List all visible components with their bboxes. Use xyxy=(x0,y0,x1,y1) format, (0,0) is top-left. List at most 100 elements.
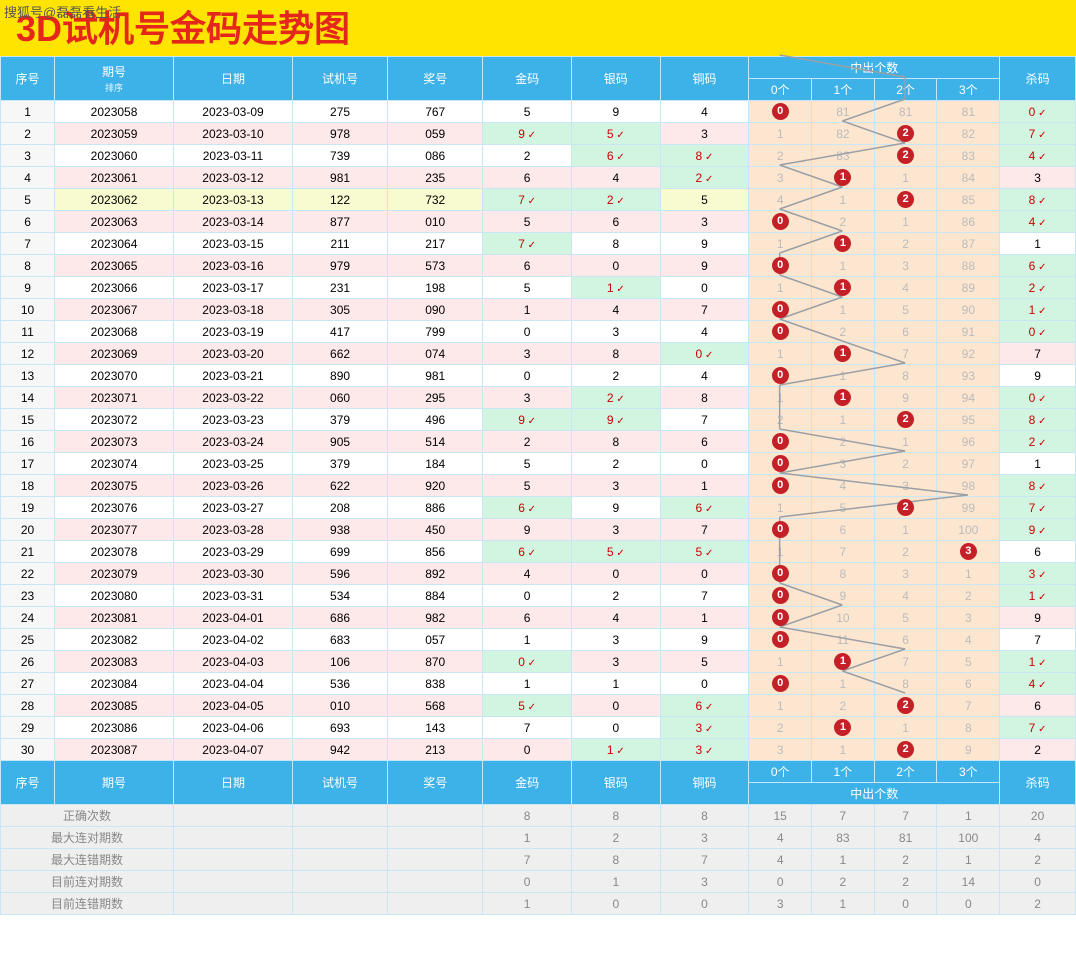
cell-test: 877 xyxy=(292,211,387,233)
cell-prize: 982 xyxy=(388,607,483,629)
cell-bronze: 8 xyxy=(660,145,749,167)
cell-count-3: 7 xyxy=(937,695,1000,717)
th-gold[interactable]: 金码 xyxy=(483,57,572,101)
cell-count-1: 1 xyxy=(812,365,875,387)
cell-kill: 2 xyxy=(1000,277,1076,299)
cell-gold: 2 xyxy=(483,431,572,453)
th-kill[interactable]: 杀码 xyxy=(1000,57,1076,101)
cell-date: 2023-03-27 xyxy=(174,497,293,519)
cell-count-1: 3 xyxy=(812,453,875,475)
stat-label: 正确次数 xyxy=(1,805,174,827)
cell-count-1: 1 xyxy=(812,673,875,695)
cell-kill: 3 xyxy=(1000,167,1076,189)
cell-count-1: 2 xyxy=(812,431,875,453)
cell-count-0: 1 xyxy=(749,233,812,255)
cell-idx: 15 xyxy=(1,409,55,431)
cell-prize: 143 xyxy=(388,717,483,739)
cell-idx: 19 xyxy=(1,497,55,519)
cell-count-1: 83 xyxy=(812,145,875,167)
stat-cell: 0 xyxy=(483,871,572,893)
cell-count-2: 2 xyxy=(874,453,937,475)
cell-prize: 198 xyxy=(388,277,483,299)
stat-cell xyxy=(292,849,387,871)
cell-count-1: 1 xyxy=(812,299,875,321)
cell-idx: 28 xyxy=(1,695,55,717)
cell-count-0: 0 xyxy=(749,563,812,585)
cell-count-3: 4 xyxy=(937,629,1000,651)
count-ball: 2 xyxy=(897,741,914,758)
th-c2[interactable]: 2个 xyxy=(874,79,937,101)
stat-cell: 0 xyxy=(571,893,660,915)
count-ball: 1 xyxy=(834,345,851,362)
table-row: 1920230762023-03-27208886696152997 xyxy=(1,497,1076,519)
stat-row: 目前连错期数10031002 xyxy=(1,893,1076,915)
cell-prize: 514 xyxy=(388,431,483,453)
cell-date: 2023-03-19 xyxy=(174,321,293,343)
cell-kill: 9 xyxy=(1000,607,1076,629)
sort-icon[interactable]: 排序 xyxy=(105,83,123,93)
th-bronze[interactable]: 铜码 xyxy=(660,57,749,101)
cell-prize: 184 xyxy=(388,453,483,475)
cell-count-0: 2 xyxy=(749,409,812,431)
stat-row: 目前连对期数013022140 xyxy=(1,871,1076,893)
th-c1[interactable]: 1个 xyxy=(812,79,875,101)
stat-cell: 7 xyxy=(483,849,572,871)
cell-date: 2023-04-04 xyxy=(174,673,293,695)
cell-period: 2023070 xyxy=(55,365,174,387)
table-row: 1220230692023-03-20662074380117927 xyxy=(1,343,1076,365)
stat-cell: 3 xyxy=(749,893,812,915)
cell-prize: 086 xyxy=(388,145,483,167)
cell-gold: 9 xyxy=(483,409,572,431)
th-c3[interactable]: 3个 xyxy=(937,79,1000,101)
cell-bronze: 4 xyxy=(660,321,749,343)
th-prize[interactable]: 奖号 xyxy=(388,57,483,101)
th-period[interactable]: 期号排序 xyxy=(55,57,174,101)
cell-idx: 23 xyxy=(1,585,55,607)
cell-count-3: 3 xyxy=(937,607,1000,629)
cell-silver: 9 xyxy=(571,409,660,431)
cell-count-0: 1 xyxy=(749,497,812,519)
table-row: 2720230842023-04-0453683811001864 xyxy=(1,673,1076,695)
cell-count-3: 88 xyxy=(937,255,1000,277)
cell-gold: 9 xyxy=(483,123,572,145)
th-test[interactable]: 试机号 xyxy=(292,57,387,101)
stat-cell xyxy=(388,805,483,827)
cell-period: 2023065 xyxy=(55,255,174,277)
cell-period: 2023087 xyxy=(55,739,174,761)
cell-count-3: 91 xyxy=(937,321,1000,343)
cell-test: 305 xyxy=(292,299,387,321)
table-row: 320230602023-03-117390862682832834 xyxy=(1,145,1076,167)
cell-count-2: 2 xyxy=(874,145,937,167)
th-date[interactable]: 日期 xyxy=(174,57,293,101)
cell-kill: 7 xyxy=(1000,717,1076,739)
cell-silver: 3 xyxy=(571,629,660,651)
cell-period: 2023085 xyxy=(55,695,174,717)
count-ball: 0 xyxy=(772,103,789,120)
cell-kill: 1 xyxy=(1000,585,1076,607)
th-idx[interactable]: 序号 xyxy=(1,57,55,101)
table-row: 2920230862023-04-0669314370321187 xyxy=(1,717,1076,739)
cell-period: 2023058 xyxy=(55,101,174,123)
stat-cell: 0 xyxy=(937,893,1000,915)
cell-date: 2023-03-24 xyxy=(174,431,293,453)
cell-gold: 6 xyxy=(483,541,572,563)
cell-prize: 059 xyxy=(388,123,483,145)
stat-label: 目前连对期数 xyxy=(1,871,174,893)
th-silver[interactable]: 银码 xyxy=(571,57,660,101)
cell-gold: 0 xyxy=(483,585,572,607)
stat-cell: 0 xyxy=(874,893,937,915)
stat-cell: 8 xyxy=(660,805,749,827)
cell-count-1: 4 xyxy=(812,475,875,497)
trend-table: 序号 期号排序 日期 试机号 奖号 金码 银码 铜码 中出个数 杀码 0个 1个… xyxy=(0,56,1076,915)
cell-count-3: 5 xyxy=(937,651,1000,673)
stat-cell xyxy=(292,893,387,915)
cell-kill: 0 xyxy=(1000,101,1076,123)
table-row: 620230632023-03-14877010563021864 xyxy=(1,211,1076,233)
cell-bronze: 4 xyxy=(660,365,749,387)
cell-idx: 3 xyxy=(1,145,55,167)
cell-idx: 21 xyxy=(1,541,55,563)
stat-row: 最大连对期数123483811004 xyxy=(1,827,1076,849)
th-c0[interactable]: 0个 xyxy=(749,79,812,101)
cell-date: 2023-03-20 xyxy=(174,343,293,365)
cell-test: 981 xyxy=(292,167,387,189)
